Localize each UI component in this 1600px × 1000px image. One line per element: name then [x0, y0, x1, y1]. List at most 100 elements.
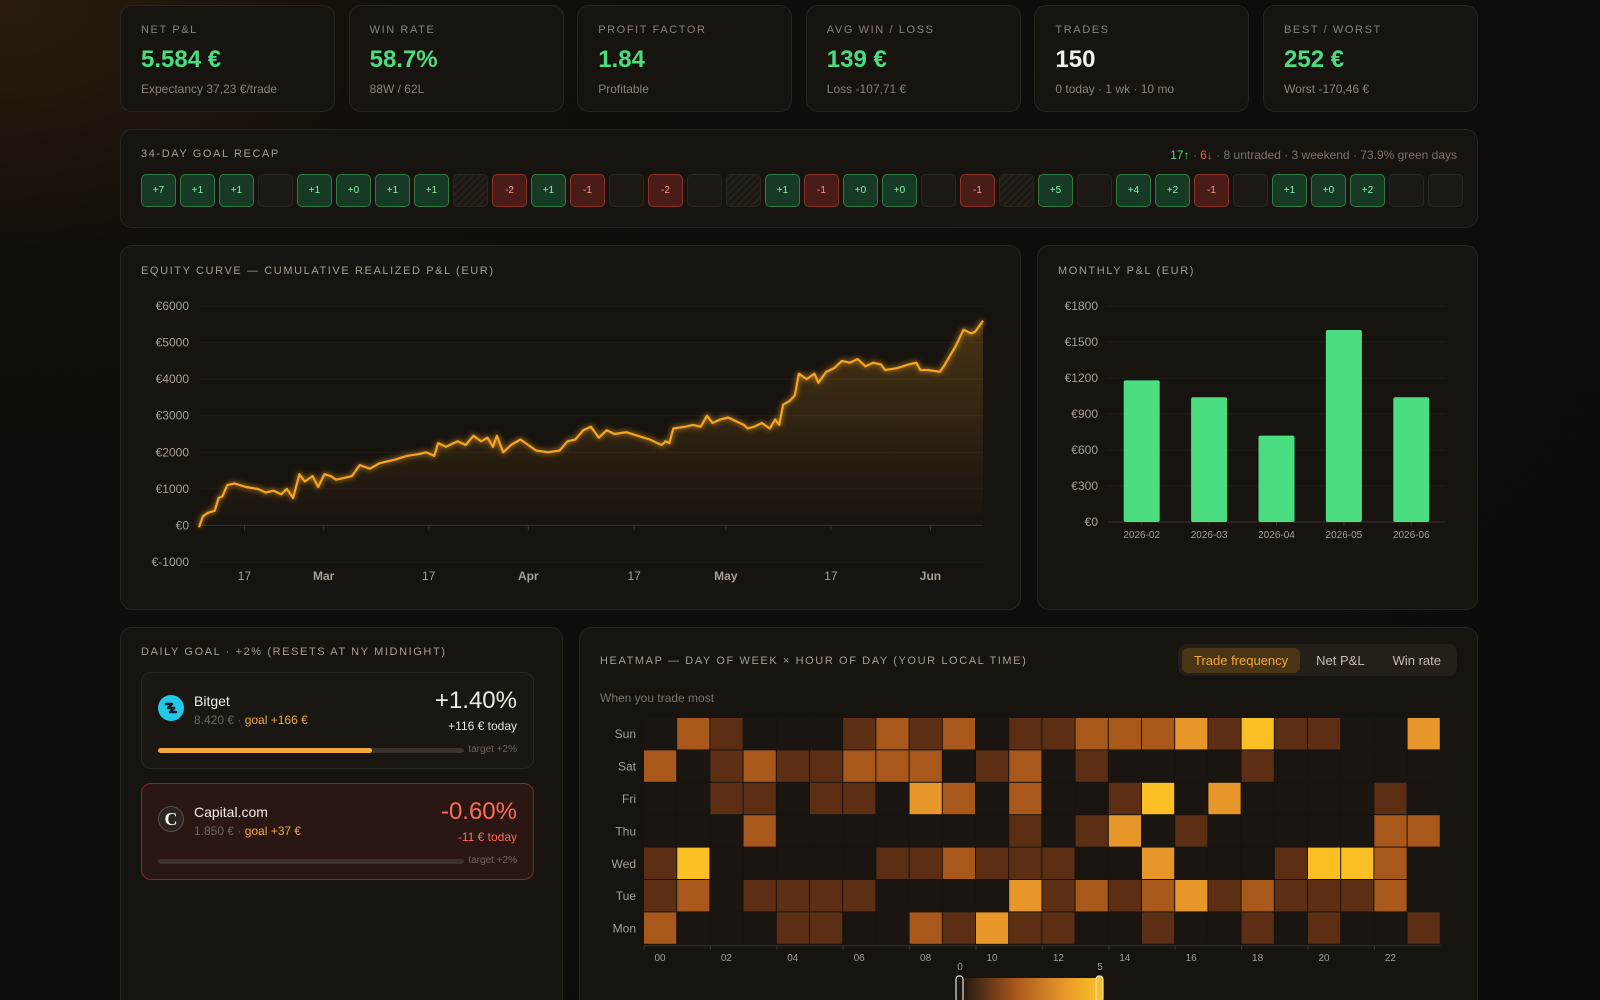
heatmap-cell[interactable]	[942, 912, 975, 944]
heatmap-cell[interactable]	[876, 782, 909, 815]
heatmap-cell[interactable]	[677, 750, 710, 782]
heatmap-cell[interactable]	[976, 815, 1009, 847]
heatmap-cell[interactable]	[909, 750, 942, 782]
heatmap-cell[interactable]	[942, 815, 975, 847]
heatmap-cell[interactable]	[1075, 718, 1108, 750]
heatmap-cell[interactable]	[1274, 718, 1307, 750]
heatmap-tab-net-p-l[interactable]: Net P&L	[1316, 652, 1365, 668]
recap-day-cell[interactable]	[1428, 174, 1463, 207]
heatmap-cell[interactable]	[677, 912, 710, 944]
heatmap-cell[interactable]	[1374, 880, 1407, 912]
recap-day-cell[interactable]	[921, 174, 956, 207]
heatmap-cell[interactable]	[743, 847, 776, 879]
heatmap-cell[interactable]	[1208, 847, 1241, 879]
recap-day-cell[interactable]: -2	[492, 174, 527, 207]
heatmap-cell[interactable]	[1042, 847, 1075, 879]
recap-day-cell[interactable]	[999, 174, 1034, 207]
heatmap-cell[interactable]	[1175, 847, 1208, 879]
recap-day-cell[interactable]: +2	[1155, 174, 1190, 207]
heatmap-cell[interactable]	[1108, 880, 1141, 912]
monthly-bar[interactable]	[1325, 330, 1362, 522]
recap-day-cell[interactable]: -1	[960, 174, 995, 207]
heatmap-cell[interactable]	[1175, 912, 1208, 944]
recap-day-cell[interactable]: +1	[765, 174, 800, 207]
heatmap-cell[interactable]	[1075, 847, 1108, 879]
heatmap-cell[interactable]	[644, 815, 677, 847]
heatmap-cell[interactable]	[1241, 782, 1274, 815]
heatmap-cell[interactable]	[909, 847, 942, 879]
heatmap-cell[interactable]	[1407, 815, 1440, 847]
heatmap-cell[interactable]	[1308, 815, 1341, 847]
heatmap-cell[interactable]	[1374, 782, 1407, 815]
heatmap-cell[interactable]	[1274, 750, 1307, 782]
heatmap-cell[interactable]	[1407, 880, 1440, 912]
heatmap-cell[interactable]	[1341, 750, 1374, 782]
heatmap-cell[interactable]	[743, 718, 776, 750]
heatmap-cell[interactable]	[1274, 847, 1307, 879]
recap-day-cell[interactable]: +0	[843, 174, 878, 207]
heatmap-cell[interactable]	[1308, 912, 1341, 944]
heatmap-cell[interactable]	[876, 912, 909, 944]
heatmap-cell[interactable]	[1308, 750, 1341, 782]
heatmap-cell[interactable]	[644, 782, 677, 815]
heatmap-cell[interactable]	[942, 880, 975, 912]
heatmap-cell[interactable]	[942, 718, 975, 750]
heatmap-cell[interactable]	[743, 782, 776, 815]
heatmap-cell[interactable]	[677, 880, 710, 912]
heatmap-cell[interactable]	[1341, 782, 1374, 815]
heatmap-cell[interactable]	[1407, 912, 1440, 944]
heatmap-cell[interactable]	[1142, 912, 1175, 944]
heatmap-cell[interactable]	[1075, 782, 1108, 815]
heatmap-cell[interactable]	[1108, 782, 1141, 815]
heatmap-cell[interactable]	[843, 912, 876, 944]
heatmap-cell[interactable]	[1274, 815, 1307, 847]
heatmap-cell[interactable]	[1208, 815, 1241, 847]
heatmap-cell[interactable]	[810, 912, 843, 944]
recap-day-cell[interactable]	[1389, 174, 1424, 207]
heatmap-cell[interactable]	[843, 815, 876, 847]
heatmap-cell[interactable]	[843, 880, 876, 912]
heatmap-cell[interactable]	[1241, 880, 1274, 912]
heatmap-cell[interactable]	[1042, 718, 1075, 750]
recap-day-cell[interactable]: +2	[1350, 174, 1385, 207]
heatmap-cell[interactable]	[1042, 782, 1075, 815]
heatmap-cell[interactable]	[1175, 782, 1208, 815]
heatmap-cell[interactable]	[909, 880, 942, 912]
heatmap-cell[interactable]	[1009, 718, 1042, 750]
heatmap-cell[interactable]	[1175, 880, 1208, 912]
recap-day-cell[interactable]	[258, 174, 293, 207]
heatmap-cell[interactable]	[876, 847, 909, 879]
heatmap-cell[interactable]	[810, 847, 843, 879]
recap-day-cell[interactable]	[726, 174, 761, 207]
heatmap-cell[interactable]	[1042, 912, 1075, 944]
heatmap-cell[interactable]	[677, 782, 710, 815]
heatmap-cell[interactable]	[1241, 750, 1274, 782]
heatmap-cell[interactable]	[810, 880, 843, 912]
heatmap-cell[interactable]	[1075, 750, 1108, 782]
heatmap-cell[interactable]	[1308, 847, 1341, 879]
heatmap-cell[interactable]	[876, 750, 909, 782]
heatmap-cell[interactable]	[644, 847, 677, 879]
heatmap-cell[interactable]	[1075, 815, 1108, 847]
heatmap-cell[interactable]	[1241, 718, 1274, 750]
heatmap-cell[interactable]	[644, 718, 677, 750]
heatmap-cell[interactable]	[1042, 750, 1075, 782]
heatmap-cell[interactable]	[1009, 815, 1042, 847]
recap-day-cell[interactable]: +1	[1272, 174, 1307, 207]
heatmap-cell[interactable]	[1142, 880, 1175, 912]
heatmap-cell[interactable]	[1208, 912, 1241, 944]
heatmap-cell[interactable]	[1208, 782, 1241, 815]
heatmap-cell[interactable]	[909, 912, 942, 944]
goal-account-box[interactable]: C Capital.com 1.850 € · goal +37 € -0.60% -1…	[141, 783, 534, 880]
heatmap-cell[interactable]	[1142, 815, 1175, 847]
heatmap-cell[interactable]	[710, 815, 743, 847]
heatmap-cell[interactable]	[1308, 718, 1341, 750]
heatmap-cell[interactable]	[976, 782, 1009, 815]
heatmap-cell[interactable]	[843, 847, 876, 879]
heatmap-cell[interactable]	[1175, 750, 1208, 782]
heatmap-cell[interactable]	[1142, 750, 1175, 782]
heatmap-cell[interactable]	[942, 847, 975, 879]
heatmap-cell[interactable]	[876, 880, 909, 912]
heatmap-cell[interactable]	[776, 847, 809, 879]
heatmap-cell[interactable]	[909, 782, 942, 815]
